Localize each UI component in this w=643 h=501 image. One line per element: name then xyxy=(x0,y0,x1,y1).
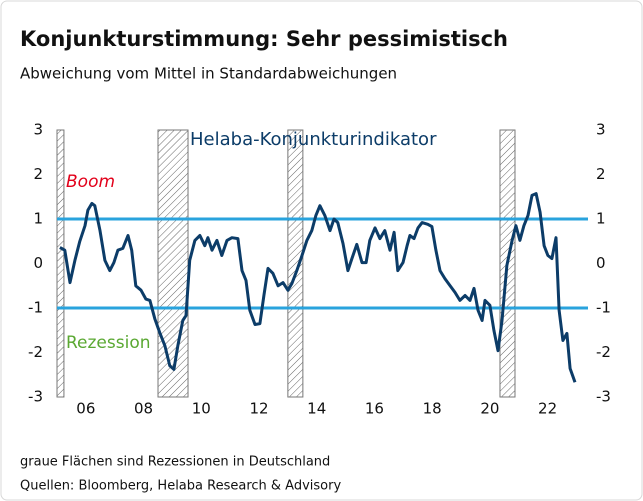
y2-tick-label: 1 xyxy=(596,210,606,228)
y2-tick-label: 2 xyxy=(596,165,606,183)
chart-title: Konjunkturstimmung: Sehr pessimistisch xyxy=(20,27,508,51)
x-tick-label: 08 xyxy=(134,400,153,418)
source: Quellen: Bloomberg, Helaba Research & Ad… xyxy=(20,479,341,494)
indicator-line xyxy=(59,192,577,383)
series-label: Helaba-Konjunkturindikator xyxy=(190,129,437,150)
x-tick-label: 12 xyxy=(249,400,268,418)
recession-band xyxy=(56,129,65,398)
y2-tick-label: -1 xyxy=(596,299,611,317)
y-tick-label: -2 xyxy=(28,343,43,361)
y2-tick-label: -3 xyxy=(596,388,611,406)
x-tick-label: 06 xyxy=(76,400,95,418)
y2-tick-label: 3 xyxy=(596,121,606,139)
recession-band xyxy=(287,129,304,398)
y-tick-label: 0 xyxy=(33,254,43,272)
boom-label: Boom xyxy=(66,172,115,192)
x-tick-label: 14 xyxy=(307,400,326,418)
x-tick-label: 10 xyxy=(192,400,211,418)
x-tick-label: 20 xyxy=(480,400,499,418)
y-tick-label: 2 xyxy=(33,165,43,183)
chart-subtitle: Abweichung vom Mittel in Standardabweich… xyxy=(20,65,397,83)
y-tick-label: -3 xyxy=(28,388,43,406)
x-tick-label: 22 xyxy=(538,400,557,418)
recession-label: Rezession xyxy=(66,333,151,353)
y-tick-label: -1 xyxy=(28,299,43,317)
y-tick-label: 1 xyxy=(33,210,43,228)
y-tick-label: 3 xyxy=(33,121,43,139)
note: graue Flächen sind Rezessionen in Deutsc… xyxy=(20,455,330,470)
y2-tick-label: 0 xyxy=(596,254,606,272)
x-tick-label: 18 xyxy=(423,400,442,418)
y2-tick-label: -2 xyxy=(596,343,611,361)
recession-band xyxy=(157,129,189,398)
x-tick-label: 16 xyxy=(365,400,384,418)
